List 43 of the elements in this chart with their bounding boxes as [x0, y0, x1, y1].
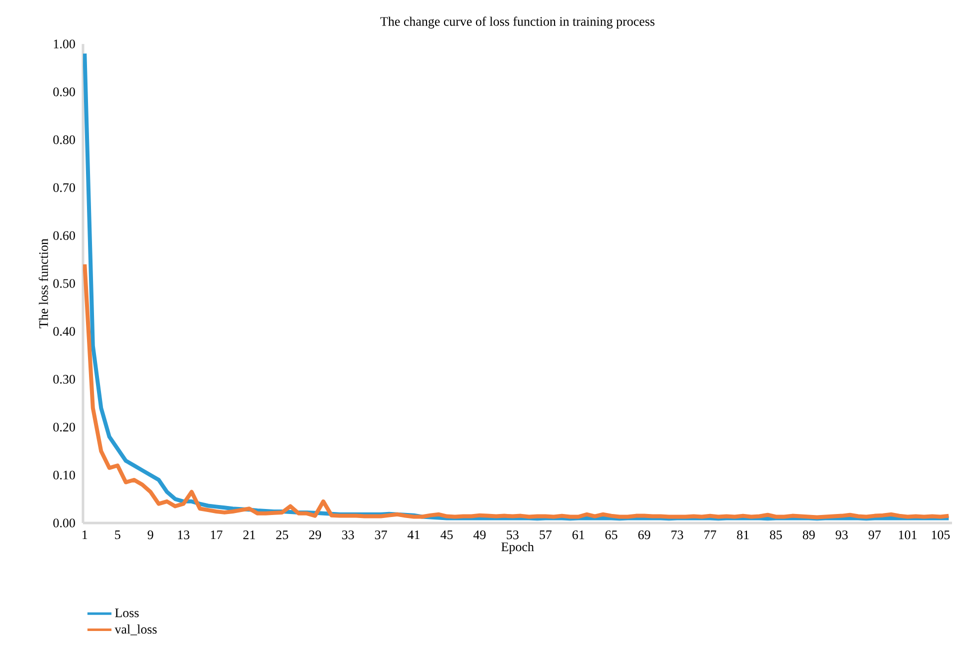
x-tick-label: 5: [115, 530, 120, 540]
x-tick-label: 17: [210, 530, 222, 540]
y-tick-label: 0.90: [53, 87, 75, 96]
x-tick-label: 61: [572, 530, 584, 540]
y-tick-label: 0.50: [53, 279, 75, 288]
y-axis-title: The loss function: [38, 238, 48, 328]
x-tick-label: 33: [342, 530, 354, 540]
x-tick-label: 57: [540, 530, 552, 540]
x-tick-label: 85: [770, 530, 782, 540]
x-tick-label: 45: [440, 530, 453, 540]
y-tick-label: 0.60: [53, 231, 75, 240]
x-tick-label: 49: [473, 530, 486, 540]
y-tick-label: 0.80: [53, 135, 75, 144]
x-tick-label: 81: [737, 530, 749, 540]
y-tick-label: 0.40: [53, 326, 75, 336]
x-tick-label: 93: [836, 530, 848, 540]
x-tick-label: 89: [802, 530, 815, 540]
x-tick-label: 77: [704, 530, 716, 539]
x-tick-label: 37: [375, 530, 388, 540]
x-tick-label: 1: [82, 530, 88, 540]
y-tick-label: 0.10: [53, 470, 75, 480]
x-tick-label: 105: [932, 530, 950, 540]
x-tick-label: 101: [899, 530, 917, 540]
x-tick-label: 65: [605, 530, 618, 540]
legend-label: val_loss: [114, 624, 157, 636]
y-tick-label: 0.70: [53, 183, 75, 192]
y-tick-label: 0.20: [53, 422, 75, 432]
x-tick-label: 73: [672, 530, 684, 540]
y-tick-label: 0.30: [53, 374, 75, 384]
y-tick-label: 1.00: [54, 40, 75, 48]
chart-title: The change curve of loss function in training process: [380, 16, 654, 28]
x-tick-label: 13: [178, 530, 190, 540]
x-tick-label: 9: [148, 530, 154, 540]
x-tick-label: 53: [506, 530, 519, 540]
x-axis-title: Epoch: [501, 542, 534, 554]
legend-label: Loss: [115, 608, 139, 618]
x-tick-label: 69: [638, 530, 650, 540]
x-tick-label: 25: [276, 530, 288, 540]
x-tick-label: 29: [309, 530, 322, 540]
x-tick-label: 41: [408, 530, 420, 540]
x-tick-label: 97: [868, 530, 881, 540]
x-tick-label: 21: [243, 530, 255, 540]
y-tick-label: 0.00: [53, 518, 75, 528]
